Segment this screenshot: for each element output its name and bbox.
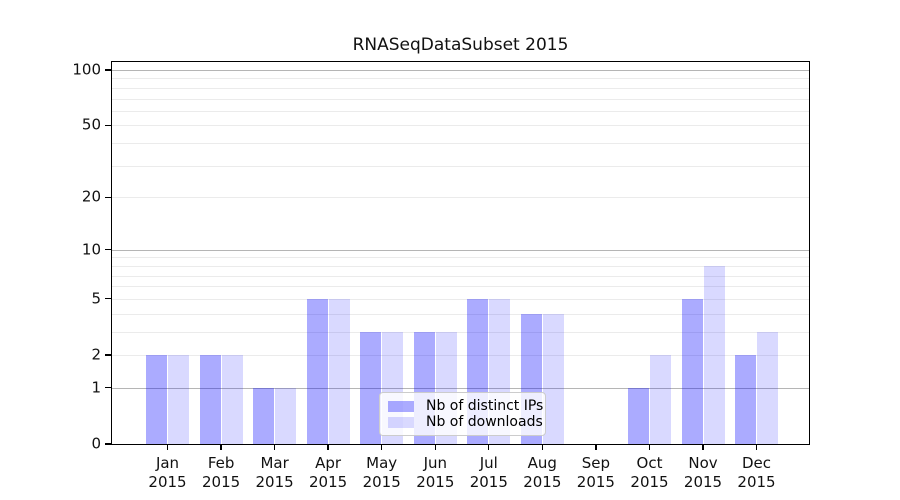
y-tick-label: 1	[91, 378, 101, 397]
minor-gridline	[112, 143, 809, 145]
legend: Nb of distinct IPs Nb of downloads	[379, 392, 546, 436]
y-tick-mark	[105, 249, 111, 251]
x-tick-mark	[595, 445, 597, 450]
x-tick-label: Sep 2015	[576, 454, 615, 491]
minor-gridline	[112, 355, 809, 356]
x-tick-label: Mar 2015	[255, 454, 294, 491]
bar-downloads	[757, 331, 778, 444]
x-tick-label: May 2015	[362, 454, 401, 491]
x-tick-label: Jul 2015	[469, 454, 508, 491]
major-gridline	[112, 249, 809, 251]
bar-downloads	[703, 265, 725, 444]
y-tick-mark	[105, 443, 111, 445]
x-tick-mark	[273, 445, 276, 450]
bar-distinct-ips	[199, 355, 221, 444]
minor-gridline	[112, 110, 809, 112]
bar-downloads	[542, 313, 564, 444]
x-tick-mark	[381, 445, 383, 450]
minor-gridline	[112, 78, 809, 80]
y-tick-mark	[105, 298, 111, 300]
legend-item-distinct-ips: Nb of distinct IPs	[388, 398, 543, 414]
minor-gridline	[112, 298, 809, 300]
minor-gridline	[112, 165, 809, 167]
y-tick-label: 50	[81, 115, 101, 134]
y-tick-label: 2	[91, 345, 101, 364]
major-gridline	[112, 70, 809, 71]
bar-downloads	[168, 355, 189, 444]
bar-downloads	[221, 355, 243, 444]
x-tick-label: Apr 2015	[309, 454, 348, 491]
x-tick-label: Nov 2015	[683, 454, 723, 491]
bar-distinct-ips	[146, 355, 167, 444]
bar-distinct-ips	[628, 387, 649, 444]
minor-gridline	[112, 265, 809, 267]
x-tick-mark	[488, 445, 490, 450]
x-tick-mark	[702, 445, 704, 450]
y-tick-label: 5	[91, 289, 101, 308]
minor-gridline	[112, 125, 809, 127]
x-tick-mark	[434, 445, 436, 450]
minor-gridline	[112, 257, 809, 259]
bar-distinct-ips	[253, 387, 275, 444]
y-tick-label: 20	[81, 187, 101, 206]
y-tick-mark	[105, 196, 111, 198]
minor-gridline	[112, 98, 809, 100]
y-tick-mark	[105, 124, 111, 127]
major-gridline	[112, 387, 809, 389]
y-tick-label: 0	[91, 434, 101, 453]
x-tick-label: Aug 2015	[523, 454, 562, 491]
y-tick-label: 10	[81, 240, 101, 259]
x-tick-mark	[648, 445, 651, 450]
plot-area: Nb of distinct IPs Nb of downloads	[111, 61, 810, 445]
legend-swatch-downloads	[388, 416, 414, 428]
x-tick-label: Oct 2015	[630, 454, 669, 491]
x-tick-label: Jan 2015	[148, 454, 187, 491]
minor-gridline	[112, 87, 809, 89]
legend-label-downloads: Nb of downloads	[426, 414, 543, 430]
minor-gridline	[112, 331, 809, 333]
x-tick-mark	[327, 445, 329, 450]
minor-gridline	[112, 286, 809, 288]
x-tick-label: Feb 2015	[202, 454, 241, 491]
x-tick-mark	[755, 445, 758, 450]
y-tick-mark	[105, 69, 111, 71]
x-tick-mark	[166, 445, 169, 450]
y-tick-mark	[105, 354, 111, 356]
y-tick-label: 100	[72, 60, 101, 79]
x-tick-mark	[541, 445, 543, 450]
legend-label-distinct-ips: Nb of distinct IPs	[426, 398, 544, 414]
x-tick-label: Dec 2015	[737, 454, 776, 491]
bar-distinct-ips	[360, 331, 382, 444]
bar-distinct-ips	[735, 355, 756, 444]
x-tick-mark	[220, 445, 222, 450]
x-tick-label: Jun 2015	[416, 454, 455, 491]
minor-gridline	[112, 275, 809, 277]
bar-downloads	[328, 298, 350, 444]
minor-gridline	[112, 313, 809, 315]
bar-distinct-ips	[306, 298, 328, 444]
bar-downloads	[275, 387, 297, 444]
chart-title: RNASeqDataSubset 2015	[352, 35, 569, 55]
bar-distinct-ips	[681, 298, 703, 444]
y-tick-mark	[105, 387, 111, 389]
bar-downloads	[650, 355, 671, 444]
minor-gridline	[112, 197, 809, 199]
legend-item-downloads: Nb of downloads	[388, 414, 543, 430]
legend-swatch-distinct-ips	[388, 400, 414, 412]
